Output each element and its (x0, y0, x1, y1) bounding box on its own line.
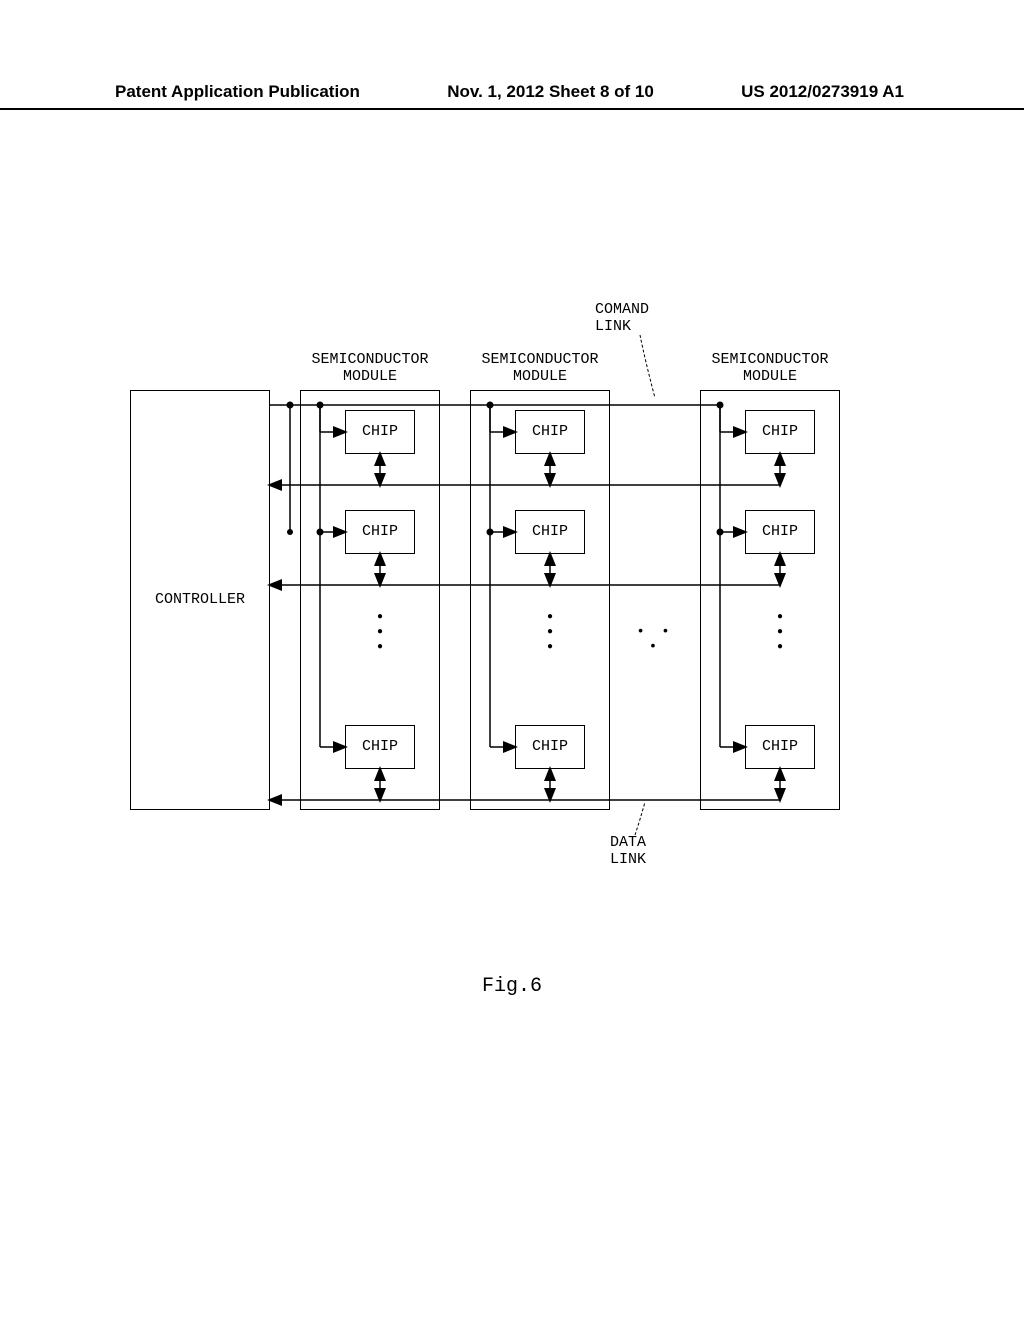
module-label-1: SEMICONDUCTOR MODULE (300, 352, 440, 385)
chip-text: CHIP (532, 424, 568, 441)
module-label-2: SEMICONDUCTOR MODULE (470, 352, 610, 385)
chip-text: CHIP (762, 524, 798, 541)
chip-box: CHIP (345, 410, 415, 454)
module-label-3: SEMICONDUCTOR MODULE (700, 352, 840, 385)
command-link-label: COMAND LINK (595, 302, 675, 335)
data-link-label: DATA LINK (610, 835, 670, 868)
figure-label: Fig.6 (482, 975, 542, 998)
ellipsis-icon: • • • (625, 625, 685, 656)
page-header: Patent Application Publication Nov. 1, 2… (0, 82, 1024, 110)
chip-text: CHIP (532, 524, 568, 541)
controller-text: CONTROLLER (155, 592, 245, 609)
controller-box: CONTROLLER (130, 390, 270, 810)
header-center: Nov. 1, 2012 Sheet 8 of 10 (447, 82, 654, 102)
chip-text: CHIP (362, 739, 398, 756)
chip-box: CHIP (745, 510, 815, 554)
header-right: US 2012/0273919 A1 (741, 82, 904, 102)
header-left: Patent Application Publication (115, 82, 360, 102)
diagram: SEMICONDUCTOR MODULE SEMICONDUCTOR MODUL… (100, 280, 920, 900)
chip-text: CHIP (362, 524, 398, 541)
chip-box: CHIP (345, 725, 415, 769)
ellipsis-icon: ●●● (540, 610, 560, 655)
chip-box: CHIP (745, 725, 815, 769)
ellipsis-icon: ●●● (370, 610, 390, 655)
chip-box: CHIP (515, 410, 585, 454)
chip-text: CHIP (362, 424, 398, 441)
chip-text: CHIP (532, 739, 568, 756)
chip-text: CHIP (762, 739, 798, 756)
chip-box: CHIP (745, 410, 815, 454)
ellipsis-icon: ●●● (770, 610, 790, 655)
chip-text: CHIP (762, 424, 798, 441)
chip-box: CHIP (345, 510, 415, 554)
chip-box: CHIP (515, 725, 585, 769)
chip-box: CHIP (515, 510, 585, 554)
